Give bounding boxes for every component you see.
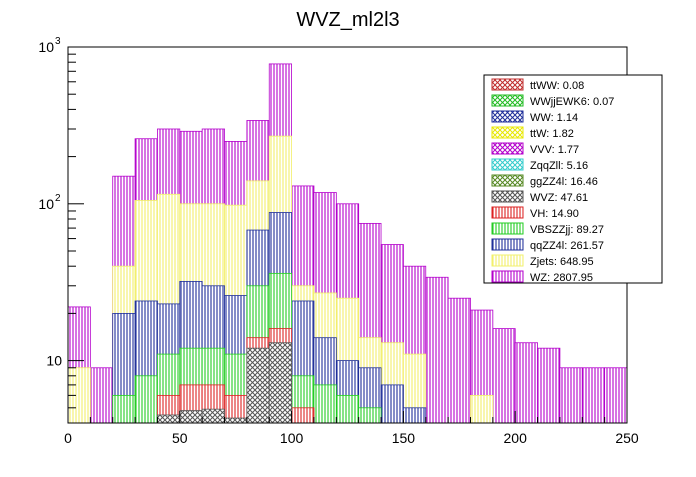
legend-label: qqZZ4l: 261.57 [530,240,604,252]
y-tick-exponent: 2 [55,193,61,204]
legend-label: WVZ: 47.61 [530,192,588,204]
bar-qqzz4l-14 [380,384,404,424]
legend-swatch [491,190,524,203]
legend-entry: ggZZ4l: 16.46 [491,174,598,188]
bar-zjets-18 [470,394,494,424]
bar-vbszzjj-3 [134,375,158,424]
x-tick-label: 100 [280,430,304,446]
x-tick-label: 50 [172,430,188,446]
legend-entry: WW: 1.14 [491,110,578,124]
bar-wz-21 [537,347,561,424]
legend-label: WZ: 2807.95 [530,272,593,284]
legend-label: VBSZZjj: 89.27 [530,224,604,236]
bar-qqzz4l-15 [402,407,427,424]
bar-vh-10 [291,407,315,424]
legend-label: WW: 1.14 [530,112,578,124]
legend-entry: Zjets: 648.95 [491,254,594,268]
legend-swatch [491,174,524,187]
legend-swatch [491,238,524,251]
legend-label: WWjjEWK6: 0.07 [530,96,614,108]
bar-wz-22 [559,367,583,424]
legend-entry: VVV: 1.77 [491,142,579,156]
legend-swatch [491,142,524,155]
bar-wz-20 [514,342,538,424]
legend-entry: ZqqZll: 5.16 [491,158,588,172]
legend-entry: WVZ: 47.61 [491,190,588,204]
legend-entry: VBSZZjj: 89.27 [491,222,604,236]
legend-swatch [491,110,524,123]
bar-wz-19 [492,328,516,424]
legend-label: VVV: 1.77 [530,144,579,156]
bar-vbszzjj-13 [358,407,382,424]
x-tick-label: 150 [392,430,416,446]
bar-wvz-9 [268,342,292,424]
bar-wz-16 [425,276,449,424]
bar-wz-24 [604,367,628,424]
bar-vbszzjj-12 [335,394,360,424]
bar-vbszzjj-11 [313,384,337,424]
bar-vbszzjj-2 [112,394,136,424]
y-tick-label: 10 [38,39,54,55]
legend-swatch [491,158,524,171]
legend-label: ttW: 1.82 [530,128,574,140]
legend-label: VH: 14.90 [530,208,579,220]
bar-wvz-7 [224,417,248,424]
legend-entry: ttWW: 0.08 [491,78,584,92]
x-tick-label: 0 [64,430,72,446]
legend-label: ttWW: 0.08 [530,80,584,92]
y-tick-label: 10 [38,196,54,212]
y-tick-exponent: 3 [55,36,61,47]
bar-wvz-8 [246,347,270,424]
bar-wvz-6 [201,408,225,424]
x-tick-label: 200 [504,430,528,446]
y-tick-label: 10 [46,353,62,369]
bar-wvz-4 [157,414,181,424]
chart-title: WVZ_ml2l3 [296,9,399,31]
series-wvz [157,342,292,424]
legend-swatch [491,222,524,235]
legend-entry: ttW: 1.82 [491,126,574,140]
legend-entry: WZ: 2807.95 [491,270,593,284]
bar-wz-17 [447,297,471,424]
legend-entry: qqZZ4l: 261.57 [491,238,604,252]
legend-swatch [491,270,524,283]
bar-wz-23 [581,367,606,424]
bar-wz-1 [89,367,114,424]
legend-entry: WWjjEWK6: 0.07 [491,94,614,108]
legend-entry: VH: 14.90 [491,206,579,220]
legend-swatch [491,126,524,139]
bar-wvz-5 [179,410,203,424]
legend-swatch [491,206,524,219]
legend-label: Zjets: 648.95 [530,256,594,268]
legend-label: ggZZ4l: 16.46 [530,176,598,188]
legend-swatch [491,94,524,107]
legend-label: ZqqZll: 5.16 [530,160,588,172]
legend-swatch [491,254,524,267]
legend-swatch [491,78,524,91]
x-tick-label: 250 [615,430,639,446]
